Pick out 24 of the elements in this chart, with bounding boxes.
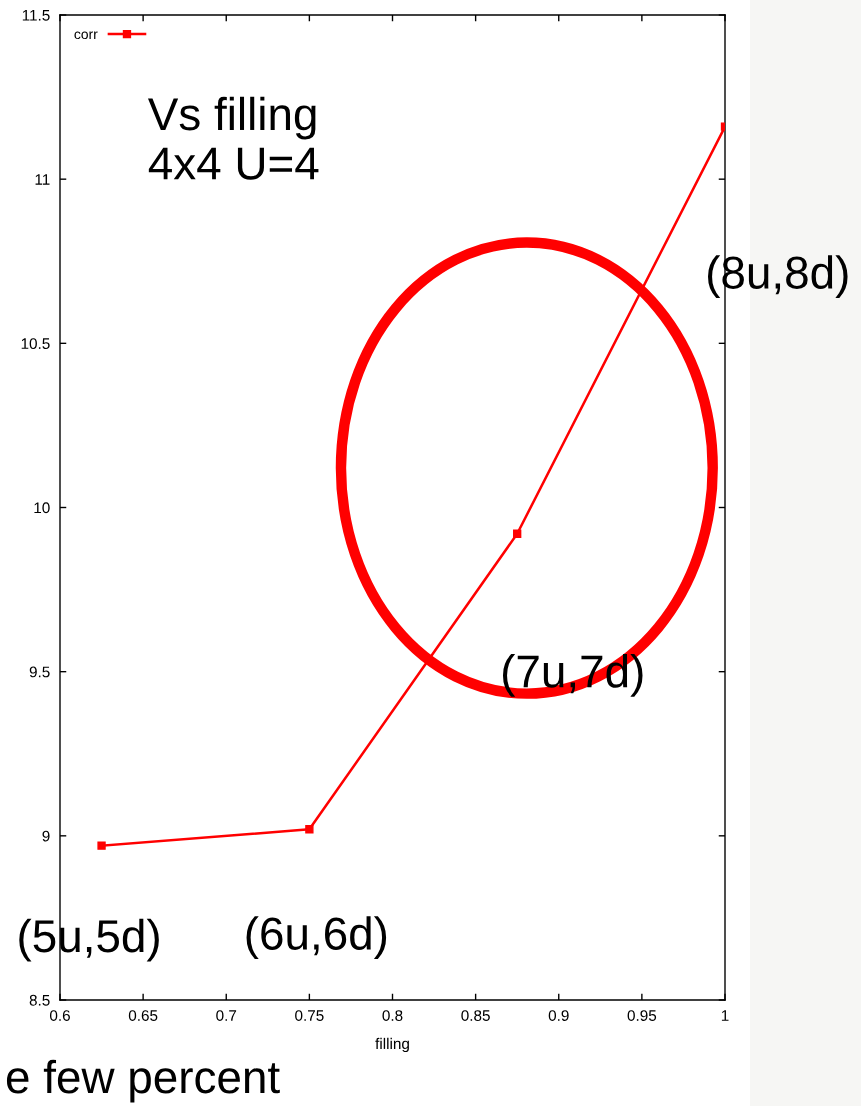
y-tick-label: 11 [35,174,50,185]
y-tick-label: 10.5 [21,338,50,350]
x-tick-label: 0.85 [461,1010,490,1021]
x-tick-label: 0.7 [216,1010,237,1021]
legend-label: corr [74,31,98,40]
x-tick-label: 0.95 [627,1010,657,1021]
y-tick-label: 11.5 [22,10,50,21]
annotation: Vs filling 4x4 U=4 [147,96,319,180]
y-tick-label: 9 [42,830,50,842]
x-tick-label: 0.8 [382,1010,403,1021]
x-axis-title: filling [375,1037,409,1053]
point [305,825,314,834]
annotation: (6u,6d) [246,916,387,959]
point [97,841,106,850]
x-tick-label: 0.65 [128,1010,158,1021]
x-tick-label: 0.6 [49,1010,70,1021]
text: e few percent [6,1059,280,1103]
y-tick-label: 8.5 [29,994,50,1006]
y-tick-label: 10 [34,502,50,514]
y-tick-label: 9.5 [29,666,50,678]
point [513,529,522,538]
x-tick-label: 0.75 [295,1010,324,1021]
x-tick-label: 1 [721,1010,729,1021]
x-tick-label: 0.9 [548,1010,569,1021]
